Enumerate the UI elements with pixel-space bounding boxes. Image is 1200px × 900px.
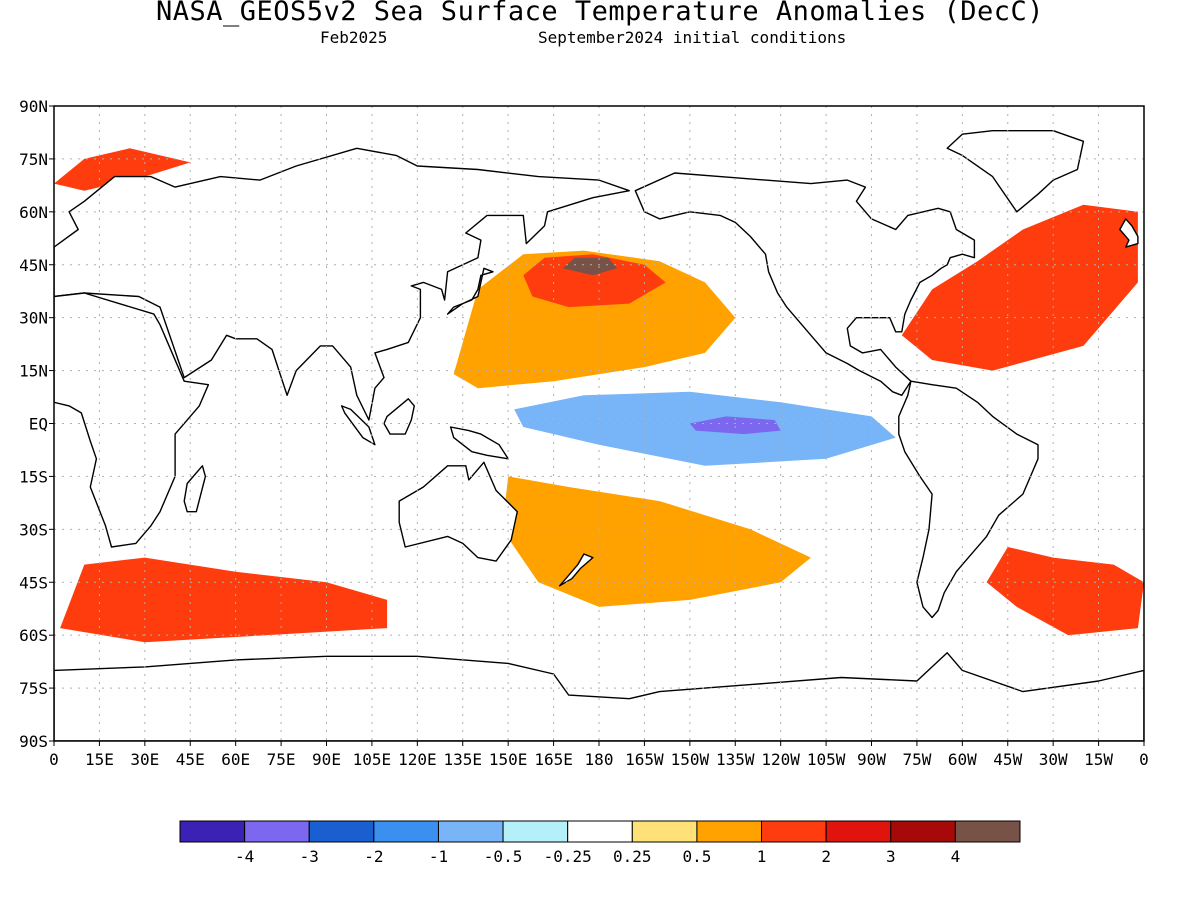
colorbar-label: -0.5 (484, 847, 523, 866)
colorbar-label: 4 (951, 847, 961, 866)
land-samerica (898, 380, 1039, 619)
lon-label: 60W (948, 750, 977, 769)
lat-label: 45N (19, 256, 48, 275)
anomaly-equatorial-cold-core (689, 416, 781, 435)
lon-label: 90E (312, 750, 341, 769)
lon-label: 90W (857, 750, 886, 769)
lat-label: 60S (19, 626, 48, 645)
colorbar-label: 1 (757, 847, 767, 866)
colorbar-swatch (179, 820, 246, 843)
anomaly-north-pacific-core (523, 254, 666, 308)
chart-title: NASA_GEOS5v2 Sea Surface Temperature Ano… (155, 0, 1045, 27)
land-namerica (634, 172, 976, 396)
anomaly-south-pacific-warm (502, 476, 811, 607)
anomaly-south-atlantic-warm (986, 547, 1144, 636)
lat-label: 75N (19, 150, 48, 169)
lat-label: 45S (19, 573, 48, 592)
colorbar-swatch (890, 820, 956, 843)
colorbar-swatch (437, 820, 504, 843)
land-japan (446, 267, 494, 315)
colorbar-swatch (631, 820, 698, 843)
lon-label: 135E (443, 750, 482, 769)
longitude-axis: 0 15E 30E 45E 60E 75E 90E 105E 120E 135E 150E 165E 1… (49, 741, 1149, 769)
colorbar-label: -1 (429, 847, 448, 866)
lon-label: 105W (807, 750, 846, 769)
lon-label: 75W (902, 750, 931, 769)
lat-label: 30S (19, 520, 48, 539)
lon-label: 165W (625, 750, 664, 769)
lat-label: 60N (19, 203, 48, 222)
lat-label: 75S (19, 679, 48, 698)
land-greenland (946, 129, 1085, 213)
lon-label: 105E (353, 750, 392, 769)
colorbar-label: -3 (300, 847, 319, 866)
land-newzealand (558, 553, 594, 587)
lon-label: 30W (1039, 750, 1068, 769)
colorbar-swatch (761, 820, 827, 843)
initial-conditions-label: September2024 initial conditions (538, 28, 847, 47)
lat-label: 90N (19, 97, 48, 116)
land-eurasia (54, 147, 630, 421)
colorbar-label: -0.25 (544, 847, 592, 866)
anomaly-arctic-warm (54, 148, 191, 191)
lon-label: 60E (221, 750, 250, 769)
land-australia (398, 461, 518, 562)
graticule (54, 106, 1144, 741)
colorbar-swatch (308, 820, 375, 843)
colorbar-swatch (954, 820, 1021, 843)
lat-label: 30N (19, 309, 48, 328)
anomaly-north-pacific-warm (453, 250, 736, 389)
lon-label: 30E (130, 750, 159, 769)
colorbar-swatch (825, 820, 892, 843)
lon-label: 0 (49, 750, 59, 769)
forecast-month-label: Feb2025 (320, 28, 388, 47)
lon-label: 150W (671, 750, 710, 769)
lon-label: 45E (176, 750, 205, 769)
lon-label: 15W (1084, 750, 1113, 769)
colorbar-label: -2 (364, 847, 383, 866)
lon-label: 120E (398, 750, 437, 769)
land-madagascar (183, 465, 207, 513)
colorbar-label: 0.5 (682, 847, 711, 866)
lon-label: 165E (534, 750, 573, 769)
colorbar-swatch (696, 820, 763, 843)
colorbar-swatch (373, 820, 439, 843)
land-britain (1119, 218, 1139, 248)
colorbar-label: -4 (235, 847, 254, 866)
colorbar-label: 3 (886, 847, 896, 866)
colorbar: -4 -3 -2 -1 -0.5 -0.25 0.25 0.5 1 2 3 4 (179, 820, 1021, 866)
colorbar-label: 0.25 (613, 847, 652, 866)
lon-label: 180 (585, 750, 614, 769)
land-sumatra (340, 405, 376, 446)
lon-label: 135W (716, 750, 755, 769)
land-africa (54, 292, 210, 548)
colorbar-swatch (502, 820, 569, 843)
colorbar-swatch (244, 820, 310, 843)
anomaly-south-indian-warm (60, 557, 388, 643)
lat-label: 90S (19, 732, 48, 751)
lat-label: EQ (29, 415, 48, 434)
colorbar-label: 2 (821, 847, 831, 866)
lon-label: 45W (993, 750, 1022, 769)
lon-label: 15E (85, 750, 114, 769)
lat-label: 15N (19, 362, 48, 381)
anomaly-north-pacific-peak (562, 257, 618, 276)
anomaly-shading (54, 148, 1144, 643)
lon-label: 120W (761, 750, 800, 769)
colorbar-swatch (567, 820, 633, 843)
lon-label: 0 (1139, 750, 1149, 769)
lon-label: 75E (267, 750, 296, 769)
land-borneo (383, 398, 415, 435)
latitude-axis: 90N 75N 60N 45N 30N 15N EQ 15S 30S 45S 60S 75S 90S (19, 97, 54, 751)
lon-label: 150E (489, 750, 528, 769)
lat-label: 15S (19, 467, 48, 486)
anomaly-north-atlantic-warm (901, 204, 1138, 371)
